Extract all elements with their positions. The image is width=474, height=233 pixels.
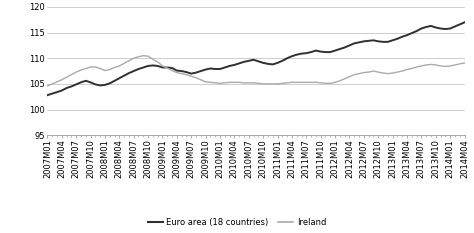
Euro area (18 countries): [54, 91, 60, 93]
Ireland: [140, 54, 146, 57]
Line: Euro area (18 countries): Euro area (18 countries): [47, 22, 465, 95]
Euro area (18 countries): [45, 94, 50, 96]
Euro area (18 countries): [164, 66, 170, 69]
Ireland: [169, 69, 175, 72]
Ireland: [164, 67, 170, 69]
Euro area (18 countries): [289, 55, 295, 58]
Euro area (18 countries): [462, 21, 467, 24]
Line: Ireland: Ireland: [47, 56, 465, 86]
Euro area (18 countries): [251, 58, 256, 61]
Euro area (18 countries): [160, 66, 165, 69]
Ireland: [462, 62, 467, 64]
Ireland: [438, 65, 443, 67]
Legend: Euro area (18 countries), Ireland: Euro area (18 countries), Ireland: [148, 217, 326, 226]
Ireland: [294, 81, 300, 84]
Ireland: [45, 85, 50, 87]
Ireland: [255, 82, 261, 85]
Euro area (18 countries): [433, 26, 438, 29]
Ireland: [54, 80, 60, 83]
